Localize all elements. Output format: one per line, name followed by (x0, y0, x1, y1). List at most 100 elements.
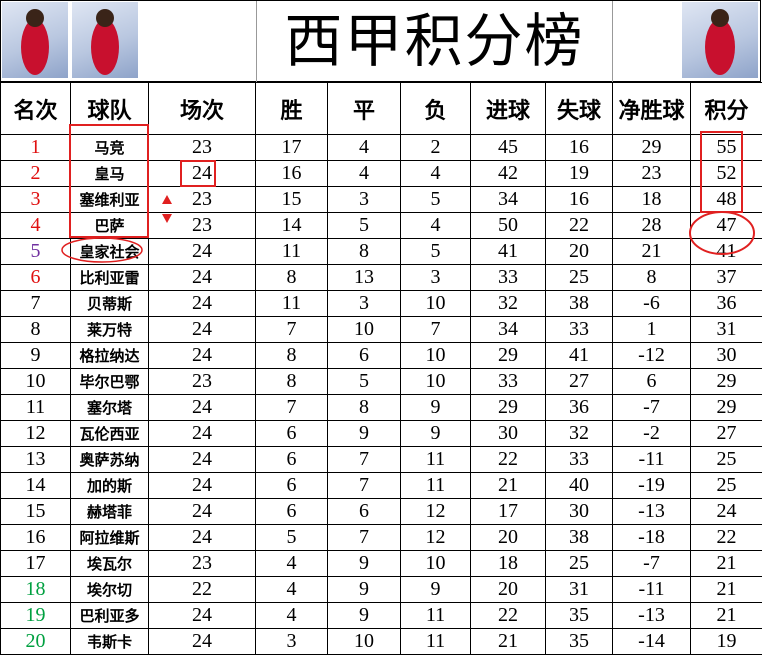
cell: -14 (612, 628, 691, 655)
cell: 10 (400, 550, 471, 577)
cell: 24 (148, 524, 256, 551)
cell: 30 (690, 342, 762, 369)
cell: -13 (612, 602, 691, 629)
cell: 7 (255, 316, 328, 343)
team-name: 奥萨苏纳 (70, 446, 149, 473)
cell: 15 (0, 498, 71, 525)
cell: 10 (327, 628, 401, 655)
cell: 37 (690, 264, 762, 291)
column-header: 负 (400, 82, 471, 135)
cell: 22 (545, 212, 613, 239)
cell: 38 (545, 290, 613, 317)
cell: 6 (255, 446, 328, 473)
cell: 24 (148, 290, 256, 317)
cell: 12 (400, 498, 471, 525)
cell: 10 (400, 368, 471, 395)
cell: 29 (612, 134, 691, 161)
cell: 16 (255, 160, 328, 187)
cell: 6 (255, 498, 328, 525)
cell: -13 (612, 498, 691, 525)
team-row: 4 巴萨 23 14 5 4 50 22 28 47 (0, 212, 762, 239)
cell: 33 (545, 316, 613, 343)
cell: 5 (400, 238, 471, 265)
cell: 4 (255, 576, 328, 603)
cell: 21 (470, 628, 546, 655)
cell: 18 (0, 576, 71, 603)
cell: 27 (545, 368, 613, 395)
cell: 12 (400, 524, 471, 551)
cell: 9 (400, 394, 471, 421)
cell: 34 (470, 186, 546, 213)
cell: 24 (148, 316, 256, 343)
cell: 22 (470, 446, 546, 473)
cell: 28 (612, 212, 691, 239)
cell: 25 (545, 264, 613, 291)
cell: -7 (612, 394, 691, 421)
cell: 5 (0, 238, 71, 265)
cell: 11 (400, 472, 471, 499)
team-name: 皇马 (70, 160, 149, 187)
cell: 4 (0, 212, 71, 239)
cell: 7 (327, 446, 401, 473)
cell: 4 (400, 160, 471, 187)
player-image (72, 2, 138, 78)
cell: 3 (400, 264, 471, 291)
cell: 36 (545, 394, 613, 421)
cell: 3 (255, 628, 328, 655)
team-row: 6 比利亚雷 24 8 13 3 33 25 8 37 (0, 264, 762, 291)
cell: 7 (327, 524, 401, 551)
cell: 6 (327, 342, 401, 369)
team-name: 巴利亚多 (70, 602, 149, 629)
column-header: 名次 (0, 82, 71, 135)
cell: 32 (545, 420, 613, 447)
title-bar: 西甲积分榜 (0, 0, 761, 83)
cell: 10 (327, 316, 401, 343)
cell: 12 (0, 420, 71, 447)
cell: 19 (545, 160, 613, 187)
cell: 10 (400, 342, 471, 369)
team-row: 15 赫塔菲 24 6 6 12 17 30 -13 24 (0, 498, 762, 525)
cell: 24 (148, 160, 256, 187)
team-row: 11 塞尔塔 24 7 8 9 29 36 -7 29 (0, 394, 762, 421)
team-row: 12 瓦伦西亚 24 6 9 9 30 32 -2 27 (0, 420, 762, 447)
cell: 5 (255, 524, 328, 551)
team-name: 埃瓦尔 (70, 550, 149, 577)
cell: 29 (690, 368, 762, 395)
column-header: 平 (327, 82, 401, 135)
cell: 8 (255, 342, 328, 369)
cell: -19 (612, 472, 691, 499)
team-row: 20 韦斯卡 24 3 10 11 21 35 -14 19 (0, 628, 762, 655)
cell: -12 (612, 342, 691, 369)
cell: -11 (612, 576, 691, 603)
cell: 19 (690, 628, 762, 655)
cell: 23 (148, 212, 256, 239)
cell: 21 (470, 472, 546, 499)
cell: 17 (255, 134, 328, 161)
cell: 35 (545, 602, 613, 629)
cell: 24 (148, 238, 256, 265)
cell: 36 (690, 290, 762, 317)
cell: 24 (148, 602, 256, 629)
cell: 18 (612, 186, 691, 213)
team-row: 3 塞维利亚 23 15 3 5 34 16 18 48 (0, 186, 762, 213)
team-name: 埃尔切 (70, 576, 149, 603)
team-name: 格拉纳达 (70, 342, 149, 369)
cell: 30 (545, 498, 613, 525)
cell: 24 (148, 446, 256, 473)
cell: 8 (327, 238, 401, 265)
team-name: 瓦伦西亚 (70, 420, 149, 447)
cell: 4 (400, 212, 471, 239)
cell: 6 (0, 264, 71, 291)
cell: 29 (470, 394, 546, 421)
cell: 3 (327, 290, 401, 317)
cell: 9 (327, 576, 401, 603)
cell: 31 (545, 576, 613, 603)
cell: 8 (255, 368, 328, 395)
team-name: 马竞 (70, 134, 149, 161)
cell: 7 (327, 472, 401, 499)
team-row: 2 皇马 24 16 4 4 42 19 23 52 (0, 160, 762, 187)
cell: 6 (327, 498, 401, 525)
team-row: 13 奥萨苏纳 24 6 7 11 22 33 -11 25 (0, 446, 762, 473)
cell: 7 (400, 316, 471, 343)
